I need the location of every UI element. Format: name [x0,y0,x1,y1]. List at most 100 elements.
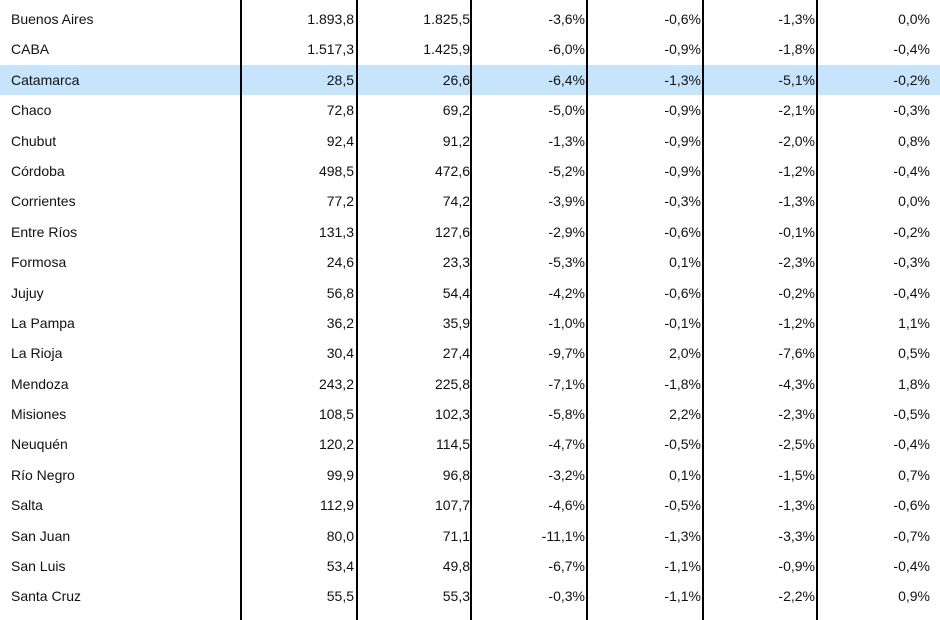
table-row[interactable]: Chubut 92,4 91,2 -1,3% -0,9% -2,0% 0,8% [0,126,940,156]
pct-cell-2: -1,1% [664,588,701,605]
province-name-cell: La Pampa [11,314,75,331]
table-row[interactable]: Mendoza 243,2 225,8 -7,1% -1,8% -4,3% 1,8% [0,369,940,399]
pct-cell-1: -5,3% [548,254,585,271]
value-cell-2: 27,4 [442,345,470,362]
value-cell-2: 91,2 [442,132,470,149]
pct-cell-2: -0,6% [664,11,701,27]
value-cell-1: 53,4 [326,558,354,575]
table-row[interactable]: San Juan 80,0 71,1 -11,1% -1,3% -3,3% -0,7% [0,521,940,551]
value-cell-1: 243,2 [318,375,354,392]
province-name-cell: Chubut [11,132,57,149]
column-divider [816,0,818,620]
pct-cell-4: 1,8% [898,375,930,392]
value-cell-2: 55,3 [442,588,470,605]
pct-cell-3: -0,9% [778,558,815,575]
pct-cell-1: -11,1% [541,527,585,544]
pct-cell-4: 0,0% [898,11,930,27]
column-divider [586,0,588,620]
table-row[interactable]: Corrientes 77,2 74,2 -3,9% -0,3% -1,3% 0,0% [0,186,940,216]
value-cell-1: 131,3 [318,223,354,240]
table-row[interactable]: Buenos Aires 1.893,8 1.825,5 -3,6% -0,6% -1,3… [0,4,940,34]
table-row[interactable]: Chaco 72,8 69,2 -5,0% -0,9% -2,1% -0,3% [0,95,940,125]
table-row[interactable]: Córdoba 498,5 472,6 -5,2% -0,9% -1,2% -0,4% [0,156,940,186]
pct-cell-3: -2,0% [778,132,815,149]
province-name-cell: Jujuy [11,284,44,301]
province-name-cell: Entre Ríos [11,223,78,240]
pct-cell-3: -1,3% [778,11,815,27]
pct-cell-2: -0,6% [664,284,701,301]
pct-cell-4: 0,5% [898,345,930,362]
table-row[interactable]: CABA 1.517,3 1.425,9 -6,0% -0,9% -1,8% -0,4% [0,34,940,64]
province-name-cell: Buenos Aires [11,11,94,27]
table-row[interactable]: Misiones 108,5 102,3 -5,8% 2,2% -2,3% -0,5% [0,399,940,429]
pct-cell-1: -5,8% [548,406,585,423]
pct-cell-2: 2,2% [669,406,701,423]
pct-cell-4: 1,1% [898,314,930,331]
pct-cell-1: -2,9% [548,223,585,240]
pct-cell-2: 0,1% [669,466,701,483]
province-name-cell: Corrientes [11,193,76,210]
pct-cell-2: -0,5% [664,436,701,453]
province-name-cell: CABA [11,41,50,58]
value-cell-1: 30,4 [326,345,354,362]
table-row[interactable]: Salta 112,9 107,7 -4,6% -0,5% -1,3% -0,6% [0,490,940,520]
pct-cell-2: -0,5% [664,497,701,514]
pct-cell-1: -5,2% [548,162,585,179]
table-row[interactable]: Entre Ríos 131,3 127,6 -2,9% -0,6% -0,1% -0,2% [0,217,940,247]
pct-cell-4: -0,3% [893,254,930,271]
pct-cell-4: -0,4% [893,284,930,301]
value-cell-1: 92,4 [326,132,354,149]
value-cell-1: 77,2 [326,193,354,210]
table-row[interactable]: Jujuy 56,8 54,4 -4,2% -0,6% -0,2% -0,4% [0,278,940,308]
value-cell-2: 225,8 [434,375,470,392]
table-row[interactable]: Formosa 24,6 23,3 -5,3% 0,1% -2,3% -0,3% [0,247,940,277]
value-cell-1: 36,2 [326,314,354,331]
pct-cell-2: -1,3% [664,527,701,544]
table-row[interactable]: San Luis 53,4 49,8 -6,7% -1,1% -0,9% -0,4% [0,551,940,581]
table-row[interactable]: Neuquén 120,2 114,5 -4,7% -0,5% -2,5% -0,4% [0,429,940,459]
pct-cell-3: -1,2% [778,162,815,179]
table-row[interactable]: La Rioja 30,4 27,4 -9,7% 2,0% -7,6% 0,5% [0,338,940,368]
pct-cell-1: -4,2% [548,284,585,301]
pct-cell-2: -0,9% [664,102,701,119]
column-divider [240,0,242,620]
pct-cell-3: -2,2% [778,588,815,605]
value-cell-2: 114,5 [436,436,470,453]
pct-cell-2: 2,0% [669,345,701,362]
value-cell-2: 23,3 [442,254,470,271]
pct-cell-3: -0,2% [778,284,815,301]
pct-cell-2: -0,3% [664,193,701,210]
pct-cell-4: 0,9% [898,588,930,605]
pct-cell-1: -9,7% [548,345,585,362]
pct-cell-2: -0,9% [664,41,701,58]
value-cell-2: 107,7 [434,497,470,514]
pct-cell-3: -2,1% [778,102,815,119]
value-cell-2: 127,6 [434,223,470,240]
pct-cell-3: -5,1% [778,71,815,88]
pct-cell-1: -3,9% [548,193,585,210]
value-cell-1: 55,5 [326,588,354,605]
value-cell-2: 35,9 [442,314,470,331]
province-name-cell: Salta [11,497,43,514]
value-cell-1: 108,5 [318,406,354,423]
value-cell-2: 49,8 [442,558,470,575]
pct-cell-1: -1,3% [548,132,585,149]
pct-cell-1: -0,3% [548,588,585,605]
province-name-cell: Chaco [11,102,52,119]
table-row[interactable]: Santa Cruz 55,5 55,3 -0,3% -1,1% -2,2% 0,9% [0,581,940,611]
province-name-cell: Río Negro [11,466,75,483]
pct-cell-1: -3,6% [548,11,585,27]
province-name-cell: Formosa [11,254,67,271]
pct-cell-3: -7,6% [778,345,815,362]
pct-cell-3: -0,1% [778,223,815,240]
pct-cell-4: -0,4% [893,162,930,179]
pct-cell-3: -1,3% [778,497,815,514]
province-name-cell: Mendoza [11,375,69,392]
table-row[interactable]: Río Negro 99,9 96,8 -3,2% 0,1% -1,5% 0,7% [0,460,940,490]
pct-cell-4: -0,4% [893,558,930,575]
pct-cell-3: -4,3% [778,375,815,392]
pct-cell-3: -2,3% [778,254,815,271]
value-cell-1: 112,9 [320,497,354,514]
pct-cell-3: -1,5% [778,466,815,483]
table-row[interactable]: La Pampa 36,2 35,9 -1,0% -0,1% -1,2% 1,1% [0,308,940,338]
